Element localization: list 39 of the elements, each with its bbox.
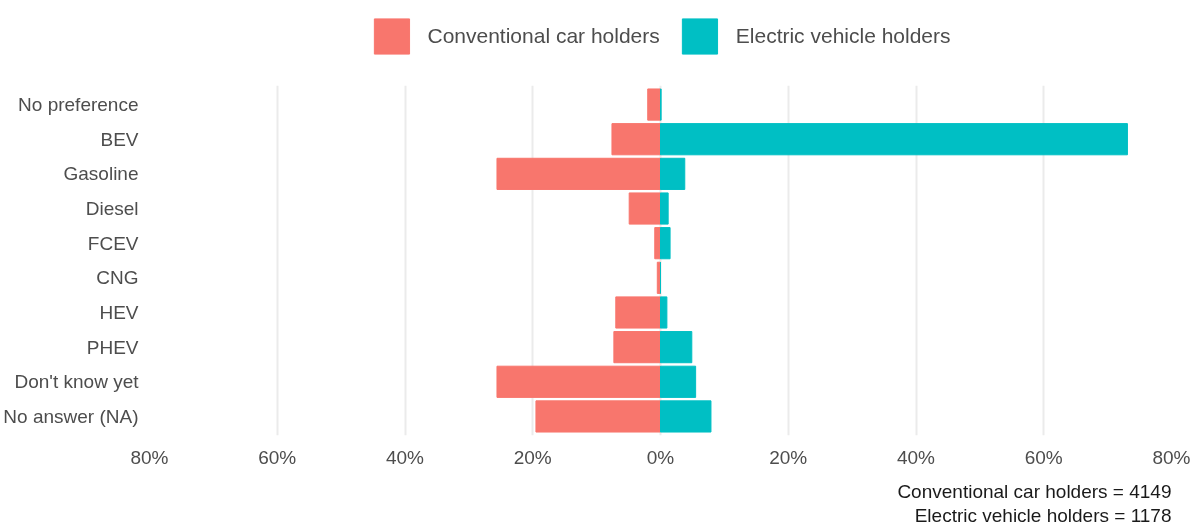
legend-label: Conventional car holders [427,24,660,48]
bar [660,227,671,260]
y-tick-label: FCEV [87,232,139,254]
y-tick-label: Don't know yet [14,371,140,393]
y-tick-label: No preference [18,94,139,116]
x-tick-label: 40% [385,446,425,468]
bar [647,88,661,121]
y-tick-label: CNG [96,267,139,289]
y-tick-label: No answer (NA) [3,405,139,427]
bar [611,123,661,156]
text: Electric vehicle holders = 1178 [914,504,1172,526]
bar [613,331,661,364]
bar [615,296,661,329]
bar [660,157,686,190]
x-tick-label: 60% [1024,446,1063,468]
y-tick-label: Gasoline [63,163,139,185]
legend-label: Electric vehicle holders [735,24,951,48]
bar [535,400,661,433]
text: Conventional car holders = 4149 [897,480,1172,502]
bar [660,400,712,433]
x-tick-label: 0% [646,446,675,468]
bar [660,365,697,398]
bar [660,192,669,225]
bar [660,331,693,364]
bar [496,157,661,190]
x-tick-label: 20% [513,446,552,468]
bar [660,296,668,329]
bar [496,365,661,398]
y-tick-label: HEV [99,301,139,323]
x-tick-label: 80% [1152,446,1191,468]
bar [628,192,661,225]
y-tick-label: Diesel [85,198,139,220]
y-tick-label: PHEV [86,336,139,358]
x-tick-label: 40% [896,446,936,468]
y-tick-label: BEV [100,128,139,150]
x-tick-label: 60% [258,446,297,468]
bar [660,123,1128,156]
x-tick-label: 20% [769,446,808,468]
x-tick-label: 80% [130,446,169,468]
